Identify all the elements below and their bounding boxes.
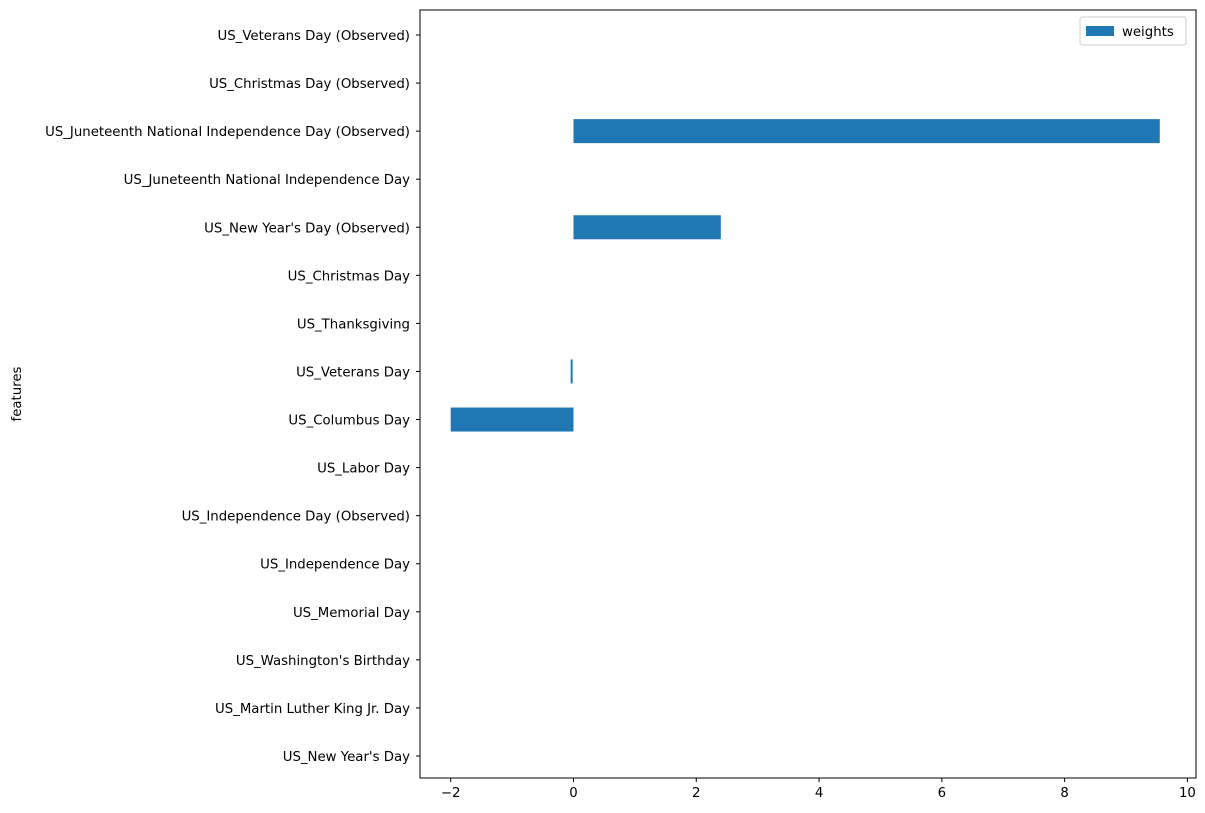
y-tick-label: US_New Year's Day [283,750,410,765]
y-tick-label: US_New Year's Day (Observed) [204,221,410,236]
x-tick-label: 4 [815,786,823,801]
y-axis-ticks: US_New Year's Day US_Martin Luther King J… [45,29,420,765]
x-tick-label: 6 [938,786,946,801]
bar-7 [450,407,574,432]
legend-label: weights [1122,25,1174,40]
bars-group [450,119,1160,432]
bar-11 [573,215,721,240]
legend-swatch [1086,26,1114,36]
legend-box [1079,16,1187,46]
x-axis-ticks: −2 0 2 4 6 8 10 [441,778,1196,801]
y-tick-label: US_Veterans Day [296,365,410,380]
y-tick-label: US_Labor Day [317,462,410,477]
plot-frame [419,9,1197,779]
x-tick-label: 2 [692,786,700,801]
y-tick-label: US_Independence Day [260,558,410,573]
bar-8 [570,359,573,384]
y-tick-label: US_Martin Luther King Jr. Day [215,702,410,717]
y-tick-label: US_Washington's Birthday [236,654,410,669]
x-tick-label: 0 [569,786,577,801]
y-tick-label: US_Veterans Day (Observed) [218,29,411,44]
y-tick-label: US_Christmas Day [288,269,410,284]
x-tick-label: −2 [441,786,461,801]
y-tick-label: US_Columbus Day [288,414,410,429]
x-tick-label: 8 [1060,786,1068,801]
x-tick-label: 10 [1179,786,1196,801]
y-tick-label: US_Juneteenth National Independence Day … [45,125,410,140]
y-tick-label: US_Christmas Day (Observed) [209,77,410,92]
y-tick-label: US_Memorial Day [293,606,410,621]
legend: weights [1079,16,1187,46]
y-tick-label: US_Juneteenth National Independence Day [124,173,410,188]
y-axis-label: features [10,366,25,421]
y-tick-label: US_Independence Day (Observed) [182,510,410,525]
bar-13 [573,119,1160,144]
y-tick-label: US_Thanksgiving [297,317,410,332]
